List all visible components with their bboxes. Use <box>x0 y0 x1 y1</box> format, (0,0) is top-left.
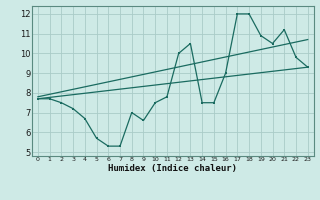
X-axis label: Humidex (Indice chaleur): Humidex (Indice chaleur) <box>108 164 237 173</box>
